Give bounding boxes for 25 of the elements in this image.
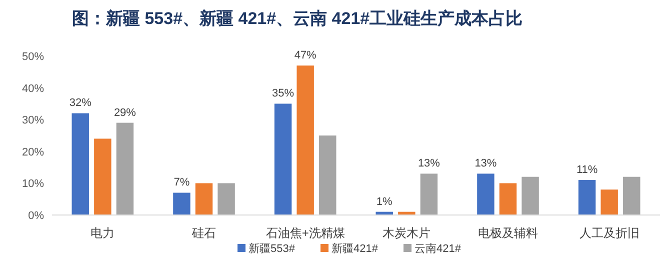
legend-label: 新疆421# bbox=[332, 242, 379, 255]
x-tick-label: 人工及折旧 bbox=[579, 226, 640, 240]
title: 图：新疆 553#、新疆 421#、云南 421#工业硅生产成本占比 bbox=[72, 9, 523, 28]
data-label: 29% bbox=[114, 106, 136, 119]
data-label: 13% bbox=[474, 158, 497, 170]
y-tick-label: 50% bbox=[22, 51, 44, 63]
x-tick-label: 电极及辅料 bbox=[478, 226, 538, 240]
x-tick-label: 木炭木片 bbox=[382, 226, 431, 240]
y-tick-label: 40% bbox=[22, 82, 44, 95]
data-label: 35% bbox=[272, 88, 294, 100]
x-tick-label: 石油焦+洗精煤 bbox=[266, 226, 345, 240]
data-label: 13% bbox=[418, 158, 440, 170]
data-label: 11% bbox=[576, 164, 598, 176]
y-tick-label: 10% bbox=[22, 178, 44, 190]
data-label: 47% bbox=[294, 50, 317, 62]
y-tick-label: 0% bbox=[28, 210, 44, 222]
x-tick-label: 电力 bbox=[90, 226, 115, 240]
y-tick-label: 30% bbox=[22, 114, 44, 127]
legend-label: 新疆553# bbox=[248, 242, 296, 255]
legend-label: 云南421# bbox=[414, 242, 462, 255]
data-label: 32% bbox=[69, 97, 92, 110]
data-label: 1% bbox=[376, 196, 393, 208]
data-label: 7% bbox=[174, 176, 190, 189]
y-tick-label: 20% bbox=[22, 146, 44, 158]
x-tick-label: 硅石 bbox=[191, 226, 216, 240]
